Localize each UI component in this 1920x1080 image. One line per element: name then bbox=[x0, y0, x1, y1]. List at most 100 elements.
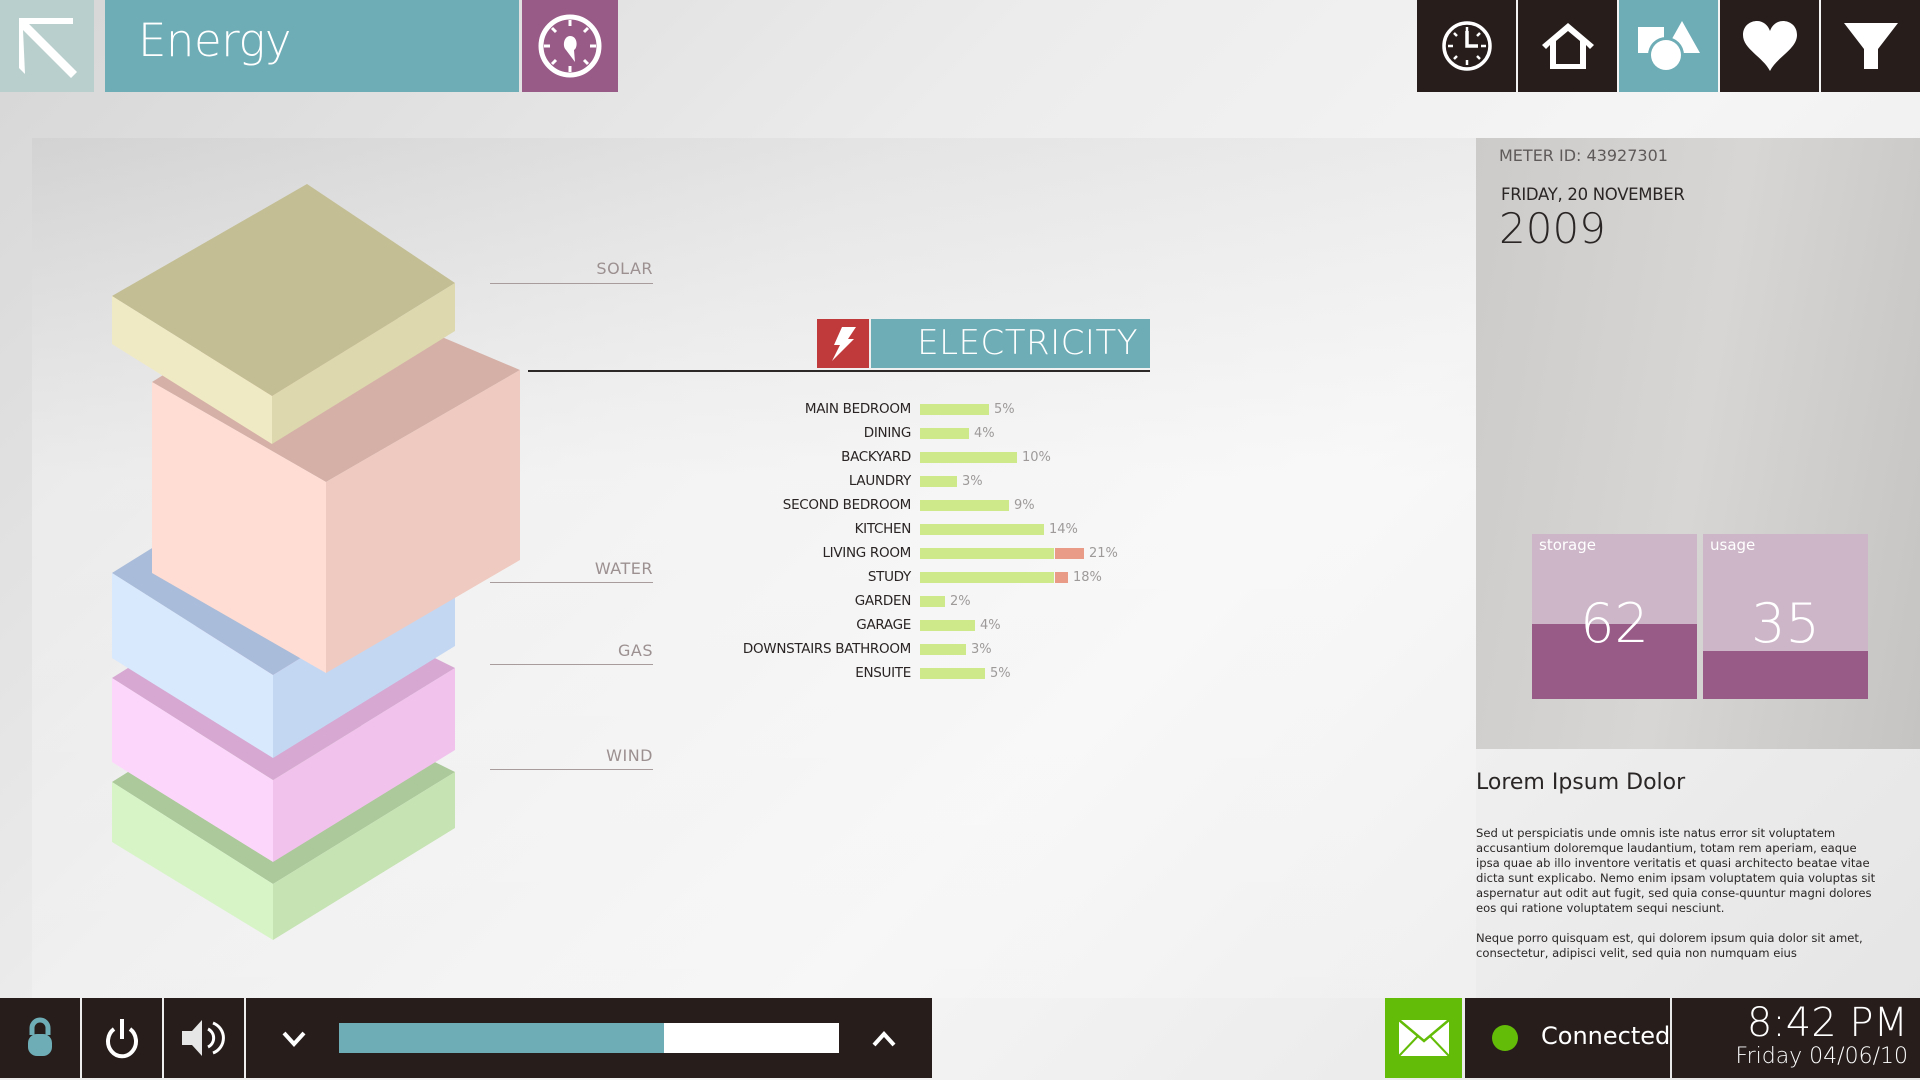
article-title: Lorem Ipsum Dolor bbox=[1476, 770, 1686, 795]
room-bar bbox=[920, 427, 969, 439]
filter-icon bbox=[1843, 23, 1898, 69]
clock-date: Friday 04/06/10 bbox=[1735, 1044, 1908, 1069]
lock-button[interactable] bbox=[0, 998, 80, 1078]
gas-leader-line bbox=[490, 664, 653, 665]
room-bar-row[interactable]: GARAGE 4% bbox=[700, 613, 1160, 637]
arrow-up-left-icon bbox=[19, 18, 77, 78]
wind-label: WIND bbox=[606, 746, 653, 765]
decrease-button[interactable] bbox=[279, 1025, 309, 1053]
article-paragraph: Neque porro quisquam est, qui dolorem ip… bbox=[1476, 931, 1863, 960]
room-label: STUDY bbox=[867, 569, 911, 585]
nav-filter-button[interactable] bbox=[1821, 0, 1920, 92]
bar-excess bbox=[1055, 571, 1068, 583]
solar-label: SOLAR bbox=[596, 259, 653, 278]
nav-favorites-button[interactable] bbox=[1720, 0, 1819, 92]
room-label: LAUNDRY bbox=[848, 473, 911, 489]
electricity-header: ELECTRICITY bbox=[871, 319, 1150, 368]
connection-status: Connected bbox=[1465, 998, 1670, 1078]
meter-date: FRIDAY, 20 NOVEMBER bbox=[1501, 185, 1685, 204]
room-label: ENSUITE bbox=[855, 665, 911, 681]
gas-label: GAS bbox=[618, 641, 653, 660]
status-indicator-icon bbox=[1492, 1025, 1518, 1051]
connection-status-text: Connected bbox=[1541, 1022, 1671, 1050]
room-percent: 4% bbox=[974, 425, 995, 441]
usage-fill bbox=[1703, 651, 1868, 699]
room-label: SECOND BEDROOM bbox=[782, 497, 912, 513]
room-bar bbox=[920, 451, 1017, 463]
nav-history-button[interactable] bbox=[1417, 0, 1516, 92]
title-bar: Energy bbox=[105, 0, 519, 92]
room-bar bbox=[920, 475, 957, 487]
solar-slab[interactable] bbox=[112, 184, 455, 444]
mail-button[interactable] bbox=[1385, 998, 1462, 1078]
storage-value: 62 bbox=[1580, 592, 1649, 655]
clock-time: 8:42 PM bbox=[1746, 1000, 1908, 1046]
room-bar-row[interactable]: LIVING ROOM 21% bbox=[700, 541, 1160, 565]
room-label: MAIN BEDROOM bbox=[804, 401, 911, 417]
room-percent: 5% bbox=[994, 401, 1015, 417]
power-button[interactable] bbox=[82, 998, 162, 1078]
volume-icon bbox=[182, 1020, 225, 1056]
room-label: GARDEN bbox=[854, 593, 912, 609]
shapes-icon bbox=[1637, 21, 1700, 73]
room-bar bbox=[920, 643, 966, 655]
room-bar-row[interactable]: BACKYARD 10% bbox=[700, 445, 1160, 469]
storage-tile[interactable]: storage 62 bbox=[1532, 534, 1697, 699]
room-label: BACKYARD bbox=[841, 449, 911, 465]
room-label: LIVING ROOM bbox=[822, 545, 911, 561]
increase-button[interactable] bbox=[869, 1025, 899, 1053]
home-icon bbox=[1541, 23, 1594, 69]
bar-baseline bbox=[920, 451, 1017, 463]
water-leader-line bbox=[490, 582, 653, 583]
bar-baseline bbox=[920, 475, 957, 487]
bar-baseline bbox=[920, 643, 966, 655]
room-bar-row[interactable]: DOWNSTAIRS BATHROOM 3% bbox=[700, 637, 1160, 661]
bar-baseline bbox=[920, 571, 1054, 583]
room-percent: 2% bbox=[950, 593, 971, 609]
usage-tile[interactable]: usage 35 bbox=[1703, 534, 1868, 699]
volume-slider[interactable] bbox=[339, 1023, 839, 1053]
room-bar-row[interactable]: KITCHEN 14% bbox=[700, 517, 1160, 541]
electricity-leader-line bbox=[528, 370, 1150, 372]
lightning-icon bbox=[832, 326, 856, 361]
room-bar bbox=[920, 595, 945, 607]
room-percent: 3% bbox=[962, 473, 983, 489]
nav-home-button[interactable] bbox=[1518, 0, 1617, 92]
room-bar-row[interactable]: STUDY 18% bbox=[700, 565, 1160, 589]
room-bar-row[interactable]: ENSUITE 5% bbox=[700, 661, 1160, 685]
volume-slider-fill bbox=[339, 1023, 664, 1053]
room-bar-row[interactable]: GARDEN 2% bbox=[700, 589, 1160, 613]
electricity-title: ELECTRICITY bbox=[917, 323, 1138, 363]
usage-value: 35 bbox=[1751, 592, 1820, 655]
page-title: Energy bbox=[138, 14, 291, 67]
bar-baseline bbox=[920, 547, 1054, 559]
wind-leader-line bbox=[490, 769, 653, 770]
heart-icon bbox=[1742, 21, 1797, 71]
bar-excess bbox=[1055, 547, 1084, 559]
chevron-up-icon bbox=[872, 1031, 896, 1047]
room-bar-row[interactable]: LAUNDRY 3% bbox=[700, 469, 1160, 493]
top-nav bbox=[1417, 0, 1920, 92]
back-button[interactable] bbox=[0, 0, 94, 92]
room-bar-row[interactable]: SECOND BEDROOM 9% bbox=[700, 493, 1160, 517]
clock-panel: 8:42 PM Friday 04/06/10 bbox=[1672, 998, 1920, 1078]
room-bar bbox=[920, 499, 1009, 511]
room-bar bbox=[920, 619, 975, 631]
room-bar bbox=[920, 547, 1084, 559]
room-bar-row[interactable]: DINING 4% bbox=[700, 421, 1160, 445]
bar-baseline bbox=[920, 403, 989, 415]
meter-panel: METER ID: 43927301 FRIDAY, 20 NOVEMBER 2… bbox=[1476, 138, 1920, 749]
bar-baseline bbox=[920, 619, 975, 631]
bar-baseline bbox=[920, 523, 1044, 535]
water-label: WATER bbox=[594, 559, 653, 578]
room-usage-chart: MAIN BEDROOM 5% DINING 4% BACKYARD 10% LAUNDRY… bbox=[700, 397, 1160, 685]
room-percent: 3% bbox=[971, 641, 992, 657]
nav-shapes-button[interactable] bbox=[1619, 0, 1718, 92]
volume-button[interactable] bbox=[164, 998, 244, 1078]
room-bar-row[interactable]: MAIN BEDROOM 5% bbox=[700, 397, 1160, 421]
gauge-button[interactable] bbox=[522, 0, 618, 92]
room-label: DOWNSTAIRS BATHROOM bbox=[742, 641, 911, 657]
meter-id: METER ID: 43927301 bbox=[1499, 146, 1668, 165]
bar-baseline bbox=[920, 667, 985, 679]
electricity-icon-box bbox=[817, 319, 869, 368]
